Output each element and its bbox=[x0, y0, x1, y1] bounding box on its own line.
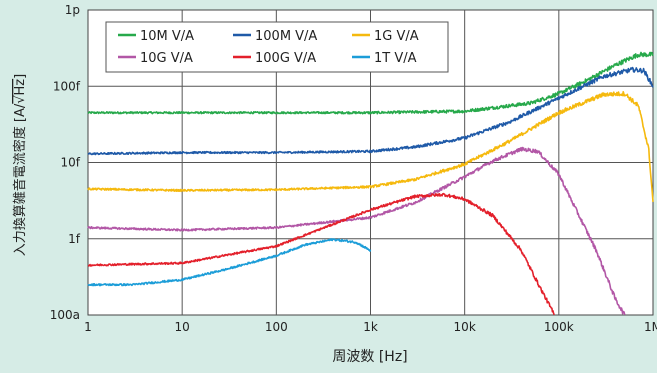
y-tick-label: 10f bbox=[61, 156, 81, 170]
legend-box bbox=[105, 21, 449, 73]
series-layer bbox=[87, 51, 654, 316]
series-line-3 bbox=[87, 146, 626, 316]
series-line-1 bbox=[87, 66, 654, 156]
series-line-2 bbox=[87, 91, 654, 202]
y-tick-label: 1p bbox=[65, 3, 80, 17]
legend-label: 1G V/A bbox=[374, 29, 419, 44]
y-tick-label: 100f bbox=[53, 79, 81, 93]
y-axis-label-sqrt: √Hz bbox=[13, 79, 28, 104]
series-line-5 bbox=[87, 238, 372, 287]
svg-text:入力換算雑音電流密度 [A/√Hz]: 入力換算雑音電流密度 [A/√Hz] bbox=[12, 74, 28, 256]
axes-layer: 1 10 100 1k 10k 100k 1M 100a 1f 10f 100f 1p bbox=[50, 3, 657, 334]
series-line-0 bbox=[87, 51, 654, 115]
legend-label: 100M V/A bbox=[255, 29, 317, 44]
x-tick-label: 100k bbox=[544, 320, 574, 334]
y-axis-label-main: 入力換算雑音電流密度 [A/ bbox=[12, 103, 28, 256]
x-axis-label: 周波数 [Hz] bbox=[332, 349, 407, 365]
y-tick-label: 100a bbox=[50, 308, 80, 322]
legend-label: 10G V/A bbox=[140, 51, 193, 66]
y-axis-label: 入力換算雑音電流密度 [A/√Hz] bbox=[12, 74, 28, 256]
x-tick-label: 1k bbox=[363, 320, 378, 334]
legend-label: 1T V/A bbox=[374, 51, 417, 66]
legend-label: 10M V/A bbox=[140, 29, 194, 44]
x-tick-label: 100 bbox=[265, 320, 288, 334]
x-tick-label: 10 bbox=[175, 320, 190, 334]
x-tick-label: 1 bbox=[84, 320, 92, 334]
legend: 10M V/A 100M V/A 1G V/A 10G V/A 100G V/A 1T V… bbox=[105, 21, 449, 73]
x-tick-label: 10k bbox=[454, 320, 476, 334]
y-axis-label-end: ] bbox=[13, 74, 28, 79]
y-tick-label: 1f bbox=[68, 232, 81, 246]
legend-label: 100G V/A bbox=[255, 51, 316, 66]
x-tick-label: 1M bbox=[644, 320, 657, 334]
series-line-4 bbox=[87, 192, 555, 315]
